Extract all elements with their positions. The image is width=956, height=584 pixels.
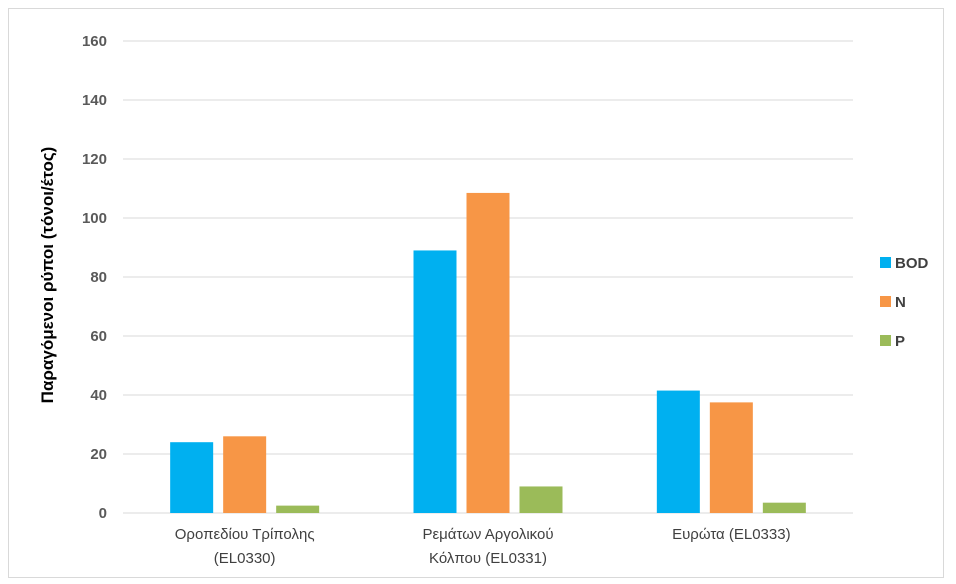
bar-bod-1 [170, 442, 214, 513]
bar-n-2 [466, 192, 510, 514]
bar-p-1 [276, 505, 320, 513]
legend-label-bod: BOD [895, 255, 929, 272]
y-tick-label: 80 [90, 269, 107, 286]
y-tick-label: 0 [99, 505, 107, 522]
legend-label-p: P [895, 333, 905, 350]
legend-swatch-n [880, 296, 891, 307]
bar-bod-3 [656, 390, 700, 513]
y-tick-label: 160 [82, 33, 107, 50]
legend-label-n: N [895, 294, 906, 311]
bar-chart: 0 20 40 60 80 100 120 140 160 Οροπεδίου Τρίπολης… [38, 33, 929, 567]
legend-swatch-bod [880, 257, 891, 268]
x-category-label: Ρεμάτων Αργολικού [422, 526, 553, 543]
x-axis-categories: Οροπεδίου Τρίπολης (EL0330) Ρεμάτων Αργολι… [175, 526, 791, 567]
bar-p-3 [762, 502, 806, 513]
x-category-label: (EL0330) [214, 550, 276, 567]
bar-bod-2 [413, 250, 457, 513]
legend: BOD N P [880, 255, 929, 350]
y-axis-ticks: 0 20 40 60 80 100 120 140 160 [82, 33, 107, 522]
bar-p-2 [519, 486, 563, 513]
y-tick-label: 140 [82, 92, 107, 109]
y-tick-label: 100 [82, 210, 107, 227]
bar-n-1 [223, 436, 267, 513]
legend-swatch-p [880, 335, 891, 346]
bars [170, 192, 806, 514]
y-tick-label: 120 [82, 151, 107, 168]
y-tick-label: 20 [90, 446, 107, 463]
y-axis-label: Παραγόμενοι ρύποι (τόνοι/έτος) [38, 147, 57, 404]
x-category-label: Ευρώτα (EL0333) [672, 526, 791, 543]
bar-n-3 [709, 402, 753, 513]
x-category-label: Κόλπου (EL0331) [429, 550, 547, 567]
y-tick-label: 40 [90, 387, 107, 404]
y-tick-label: 60 [90, 328, 107, 345]
chart-frame: 0 20 40 60 80 100 120 140 160 Οροπεδίου Τρίπολης… [8, 8, 944, 578]
x-category-label: Οροπεδίου Τρίπολης [175, 526, 315, 543]
